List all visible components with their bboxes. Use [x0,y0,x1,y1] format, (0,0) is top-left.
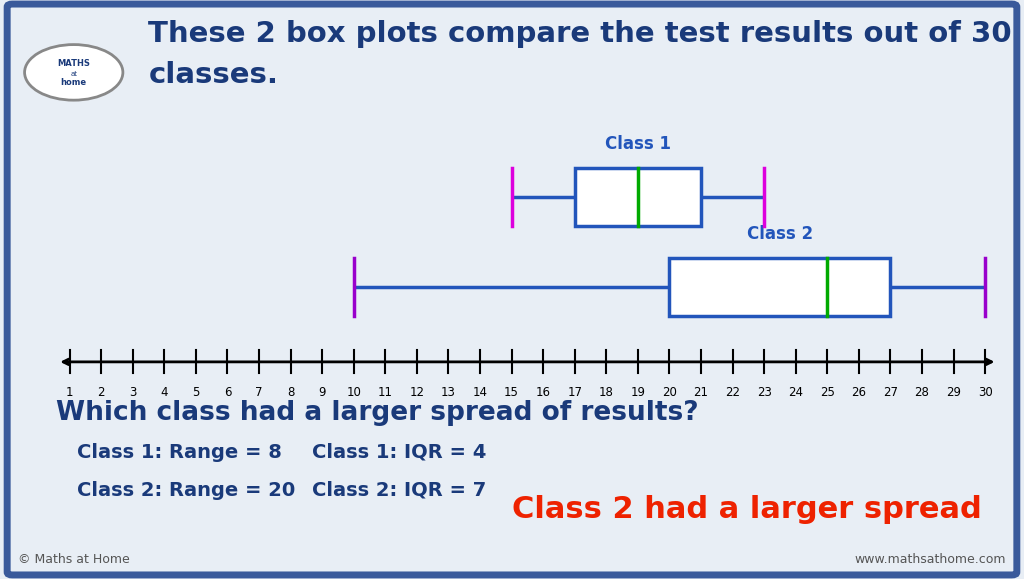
Bar [574,168,701,226]
Text: 19: 19 [631,386,645,399]
Text: 29: 29 [946,386,961,399]
Text: Class 1: IQR = 4: Class 1: IQR = 4 [312,443,486,462]
Text: 18: 18 [599,386,613,399]
Text: 26: 26 [851,386,866,399]
Bar [670,258,891,316]
Text: classes.: classes. [148,61,279,89]
Text: 2: 2 [97,386,104,399]
Text: 24: 24 [788,386,803,399]
Text: 25: 25 [820,386,835,399]
Circle shape [25,45,123,100]
Text: Class 2: Range = 20: Class 2: Range = 20 [77,481,295,500]
Text: 12: 12 [410,386,424,399]
Text: 28: 28 [914,386,930,399]
Text: 7: 7 [255,386,263,399]
Text: Class 2: IQR = 7: Class 2: IQR = 7 [312,481,486,500]
Text: 17: 17 [567,386,583,399]
Text: These 2 box plots compare the test results out of 30 in two: These 2 box plots compare the test resul… [148,20,1024,48]
Text: 30: 30 [978,386,992,399]
Text: Class 1: Class 1 [605,135,671,153]
Text: 9: 9 [318,386,326,399]
Text: 16: 16 [536,386,551,399]
Text: www.mathsathome.com: www.mathsathome.com [854,554,1006,566]
Text: 1: 1 [66,386,74,399]
Text: 14: 14 [472,386,487,399]
Text: 6: 6 [223,386,231,399]
Text: 20: 20 [662,386,677,399]
Text: Which class had a larger spread of results?: Which class had a larger spread of resul… [56,400,699,426]
Text: MATHS: MATHS [57,59,90,68]
Text: 21: 21 [693,386,709,399]
Text: 23: 23 [757,386,771,399]
Text: 4: 4 [161,386,168,399]
Text: 15: 15 [504,386,519,399]
Text: Class 1: Range = 8: Class 1: Range = 8 [77,443,282,462]
Text: 13: 13 [441,386,456,399]
Text: 10: 10 [346,386,361,399]
Text: 11: 11 [378,386,393,399]
FancyBboxPatch shape [7,4,1017,575]
Text: Class 2 had a larger spread: Class 2 had a larger spread [512,495,982,524]
Text: 22: 22 [725,386,740,399]
Text: 8: 8 [287,386,294,399]
Text: © Maths at Home: © Maths at Home [18,554,130,566]
Text: Class 2: Class 2 [746,225,813,243]
Text: home: home [60,78,87,87]
Text: at: at [71,71,77,76]
Text: 27: 27 [883,386,898,399]
Text: 3: 3 [129,386,136,399]
Text: 5: 5 [193,386,200,399]
